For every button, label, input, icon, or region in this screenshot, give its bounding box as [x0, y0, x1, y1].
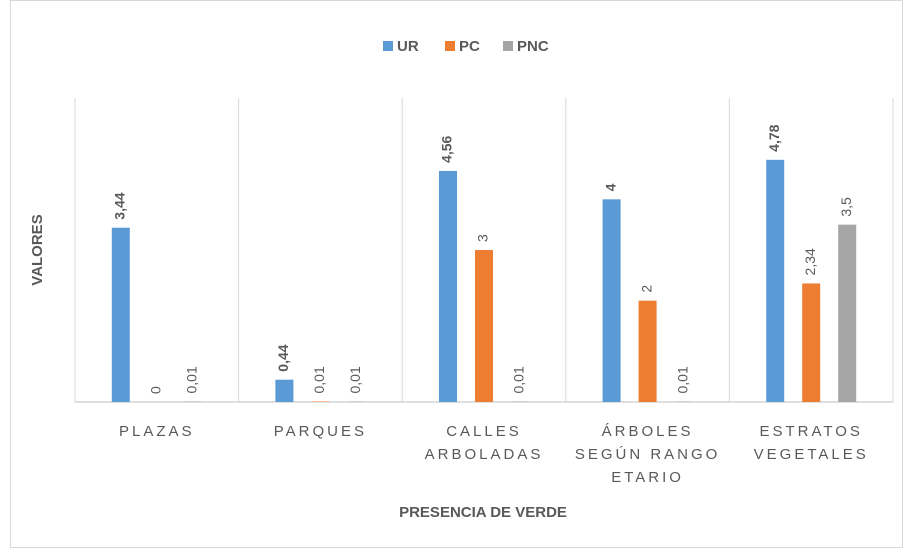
bar	[511, 401, 529, 402]
data-label: 0,44	[275, 344, 291, 371]
data-label: 4,56	[439, 135, 455, 162]
bar	[674, 401, 693, 402]
data-label: 3,5	[838, 197, 854, 217]
data-label: 0,01	[311, 366, 327, 393]
bar	[766, 159, 785, 402]
x-tick-label: ETARIO	[611, 469, 684, 486]
bar	[311, 401, 330, 402]
legend-swatch	[383, 41, 393, 51]
x-tick-label: CALLES	[446, 423, 522, 440]
bar	[275, 379, 294, 402]
y-axis-title: VALORES	[29, 214, 46, 285]
data-label: 0,01	[511, 366, 527, 393]
data-label: 3	[475, 234, 491, 242]
legend-label: PNC	[517, 38, 549, 55]
data-label: 4	[602, 183, 618, 191]
legend-swatch	[503, 41, 513, 51]
data-label: 2	[638, 285, 654, 293]
data-label: 0	[148, 386, 164, 394]
x-tick-label: ESTRATOS	[759, 423, 862, 440]
x-axis-title: PRESENCIA DE VERDE	[399, 504, 567, 521]
x-tick-label: PLAZAS	[119, 423, 195, 440]
x-tick-label: VEGETALES	[754, 446, 869, 463]
data-label: 0,01	[674, 366, 690, 393]
data-label: 0,01	[347, 366, 363, 393]
bar	[602, 199, 621, 402]
bar	[183, 401, 202, 402]
bar	[638, 300, 657, 402]
bar	[802, 283, 821, 402]
data-label: 0,01	[184, 366, 200, 393]
bar	[347, 401, 366, 402]
data-label: 4,78	[766, 124, 782, 151]
legend-swatch	[445, 41, 455, 51]
x-tick-label: ARBOLADAS	[425, 446, 544, 463]
legend-label: UR	[397, 38, 419, 55]
data-label: 2,34	[802, 248, 818, 275]
x-tick-label: SEGÚN RANGO	[575, 446, 721, 463]
bar	[475, 250, 493, 402]
x-tick-label: ÁRBOLES	[602, 423, 694, 440]
bar	[111, 227, 130, 402]
bar	[439, 170, 457, 402]
bar	[838, 224, 857, 402]
x-tick-label: PARQUES	[274, 423, 367, 440]
data-label: 3,44	[112, 192, 128, 219]
legend-label: PC	[459, 38, 480, 55]
